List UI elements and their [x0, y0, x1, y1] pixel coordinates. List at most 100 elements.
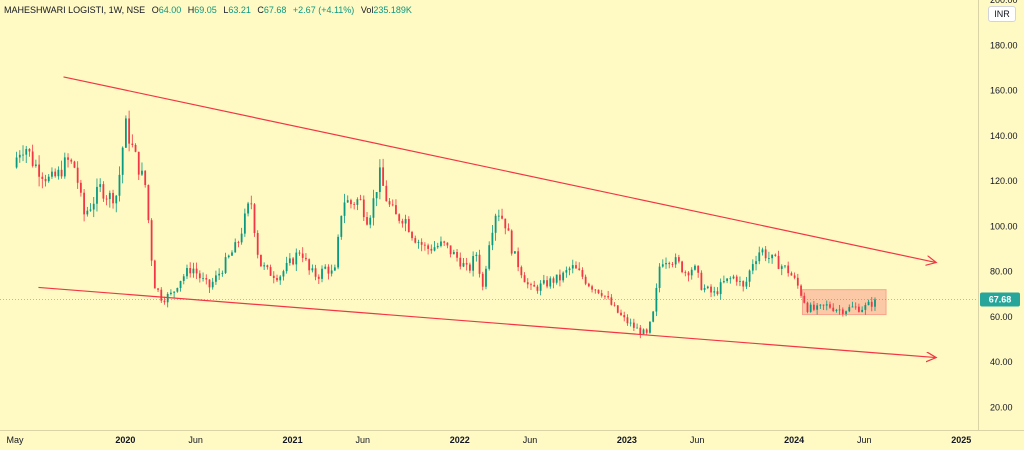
candle-body [735, 276, 738, 282]
candle-body [198, 273, 201, 279]
candle-body [211, 281, 214, 288]
candle-body [838, 309, 841, 311]
candle-body [475, 254, 478, 257]
candle-body [751, 264, 754, 271]
candle-body [655, 287, 658, 312]
candle-body [295, 252, 298, 265]
candle-body [288, 258, 291, 263]
candle-body [462, 263, 465, 267]
candle-body [327, 266, 330, 274]
candle-body [157, 288, 159, 290]
x-axis: May 2020 Jun 2021 Jun 2022 Jun 2023 Jun 2024 Jun 20… [7, 435, 972, 445]
candle-body [407, 219, 410, 233]
candle-body [34, 164, 37, 166]
candle-body [324, 266, 327, 269]
trendline-upper [63, 76, 937, 263]
candle-body [780, 266, 783, 269]
y-tick-label: 20.00 [990, 402, 1013, 412]
candle-body [777, 255, 780, 269]
candle-body [825, 304, 828, 306]
candle-body [758, 252, 761, 262]
candle-body [276, 278, 278, 281]
candle-body [202, 278, 204, 279]
candle-body [298, 252, 301, 254]
candle-body [465, 263, 468, 265]
candle-body [301, 253, 304, 258]
candle-body [845, 311, 847, 314]
candle-body [137, 151, 140, 175]
candle-body [22, 154, 24, 156]
candle-body [796, 277, 799, 286]
candle-body [147, 184, 150, 221]
candle-body [173, 291, 176, 293]
candle-body [305, 257, 307, 260]
volume-label: Vol [360, 5, 374, 15]
candle-body [568, 268, 571, 271]
candle-body [700, 272, 703, 290]
candle-body [260, 254, 262, 267]
candle-body [86, 210, 89, 215]
candle-body [73, 161, 76, 168]
candle-body [517, 251, 520, 268]
candle-body [269, 267, 272, 276]
y-tick-label: 60.00 [990, 312, 1013, 322]
candle-body [546, 280, 548, 287]
candle-body [632, 322, 635, 328]
candle-body [649, 321, 651, 333]
candle-body [54, 171, 57, 177]
candle-body [382, 167, 384, 186]
candle-body [539, 283, 542, 291]
volume-value: 235.189K [373, 5, 412, 15]
currency-button[interactable]: INR [988, 6, 1016, 22]
candle-body [205, 278, 208, 280]
candle-body [266, 265, 269, 268]
candle-body [353, 204, 356, 205]
symbol-name[interactable]: MAHESHWARI LOGISTI, 1W, NSE [4, 5, 146, 15]
candle-body [800, 285, 802, 296]
open-label: O [151, 5, 159, 15]
candle-body [571, 265, 574, 269]
candle-body [497, 215, 500, 217]
candle-body [874, 299, 876, 307]
y-tick-label: 160.00 [990, 86, 1018, 96]
candle-body [829, 304, 831, 308]
candle-body [677, 257, 680, 262]
candle-body [186, 268, 188, 277]
candle-body [452, 251, 455, 255]
candle-body [330, 270, 333, 274]
candle-body [240, 233, 243, 243]
candle-body [182, 276, 185, 281]
candle-body [333, 267, 336, 271]
candle-body [308, 259, 311, 271]
candle-body [665, 262, 667, 265]
candle-body [613, 304, 616, 306]
x-tick-label: 2025 [951, 435, 971, 445]
candle-body [542, 280, 545, 284]
candle-body [716, 291, 719, 295]
candle-body [581, 270, 584, 277]
candle-body [430, 248, 433, 251]
candle-body [813, 304, 815, 310]
candle-body [533, 284, 536, 287]
candle-body [729, 278, 732, 280]
consolidation-box [801, 289, 887, 316]
x-tick-label: Jun [356, 435, 371, 445]
candle-body [790, 273, 793, 276]
candle-body [92, 203, 95, 210]
candle-body [115, 195, 118, 204]
candle-body [317, 276, 320, 279]
low-label: L [223, 5, 229, 15]
candle-body [690, 269, 693, 276]
candle-body [732, 276, 735, 279]
candle-body [141, 170, 143, 175]
candle-body [774, 254, 777, 256]
y-tick-label: 200.00 [990, 0, 1018, 5]
candle-body [253, 204, 256, 234]
candle-body [684, 272, 687, 273]
candle-body [726, 278, 729, 282]
y-tick-label: 180.00 [990, 40, 1018, 50]
candle-body [263, 265, 266, 267]
candle-body [128, 118, 131, 144]
